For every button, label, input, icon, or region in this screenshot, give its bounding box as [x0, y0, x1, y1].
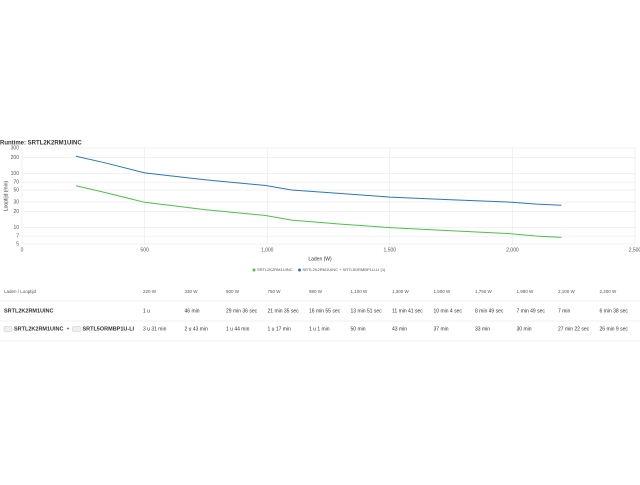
table-cell: 10 min 4 sec [434, 308, 463, 314]
legend-marker [252, 268, 256, 272]
product-badge [72, 326, 81, 332]
y-tick-label: 7 [16, 233, 19, 239]
table-header: Laden / Looptijd [4, 289, 37, 294]
table-cell: 8 min 49 sec [475, 308, 504, 314]
x-tick-label: 0 [21, 247, 24, 253]
table-cell: 2 u 43 min [185, 326, 209, 332]
y-tick-label: 100 [11, 171, 20, 177]
product-name: SRTL5ORMBP1U-LI [82, 326, 134, 332]
table-cell: 26 min 9 sec [600, 326, 629, 332]
x-tick-label: 2,000 [506, 247, 519, 253]
y-tick-label: 300 [11, 145, 20, 151]
legend-marker [298, 268, 301, 272]
y-tick-label: 30 [13, 199, 19, 205]
table-header: 2,100 W [558, 289, 576, 294]
product-name: SRTL2K2RM1UINC [4, 308, 54, 314]
table-header: 330 W [185, 289, 199, 294]
table-cell: 30 min [517, 326, 532, 332]
table-cell: 1 u 44 min [226, 326, 250, 332]
table-cell: 1 u [143, 308, 150, 314]
table-cell: 50 min [351, 326, 366, 332]
table-cell: 7 min 49 sec [517, 308, 546, 314]
y-tick-label: 200 [11, 155, 20, 161]
product-badge [3, 326, 13, 332]
table-header: 990 W [309, 289, 323, 294]
table-cell: 46 min [185, 308, 200, 314]
table-cell: 29 min 36 sec [226, 308, 258, 314]
table-cell: 13 min 51 sec [351, 308, 383, 314]
table-cell: 16 min 55 sec [309, 308, 341, 314]
table-cell: 37 min [434, 326, 449, 332]
series-line [75, 155, 562, 206]
y-tick-label: 70 [13, 179, 19, 185]
y-tick-label: 10 [13, 225, 19, 231]
y-tick-label: 20 [13, 209, 19, 215]
table-cell: 7 min [558, 308, 570, 314]
table-cell: 6 min 38 sec [600, 308, 629, 314]
table-header: 1,100 W [351, 289, 369, 294]
table-cell: 3 u 31 min [143, 326, 167, 332]
table-header: 1,980 W [517, 289, 535, 294]
table-header: 500 W [226, 289, 240, 294]
table-cell: 21 min 35 sec [268, 308, 300, 314]
table-header: 750 W [268, 289, 282, 294]
x-tick-label: 1,000 [261, 247, 274, 253]
table-cell: 27 min 22 sec [558, 326, 590, 332]
table-header: 1,750 W [475, 289, 493, 294]
y-tick-label: 5 [16, 241, 19, 247]
table-header: 2,200 W [600, 289, 618, 294]
table-header: 220 W [143, 289, 157, 294]
table-cell: 1 u 17 min [268, 326, 292, 332]
table-header: 1,300 W [392, 289, 410, 294]
table-cell: 33 min [475, 326, 490, 332]
chart-title: Runtime: SRTL2K2RM1UINC [0, 141, 82, 147]
x-tick-label: 2,500 [629, 247, 640, 253]
table-cell: 1 u 1 min [309, 326, 330, 332]
table-cell: 11 min 41 sec [392, 308, 423, 314]
label-joiner: + [67, 326, 70, 332]
x-axis-label: Laden (W) [308, 256, 332, 262]
legend-label: SRTL2K2RM1UINC + SRTL5ORMBP1U-LI (1) [303, 267, 387, 272]
series-line [75, 185, 562, 238]
y-tick-label: 50 [13, 187, 19, 193]
legend-label: SRTL2K2RM1UINC [257, 267, 293, 272]
table-header: 1,500 W [434, 289, 452, 294]
x-tick-label: 500 [140, 247, 149, 253]
x-tick-label: 1,500 [384, 247, 397, 253]
table-cell: 43 min [392, 326, 407, 332]
y-axis-label: Looptijd (min) [3, 181, 9, 212]
product-name: SRTL2K2RM1UINC [14, 326, 64, 332]
